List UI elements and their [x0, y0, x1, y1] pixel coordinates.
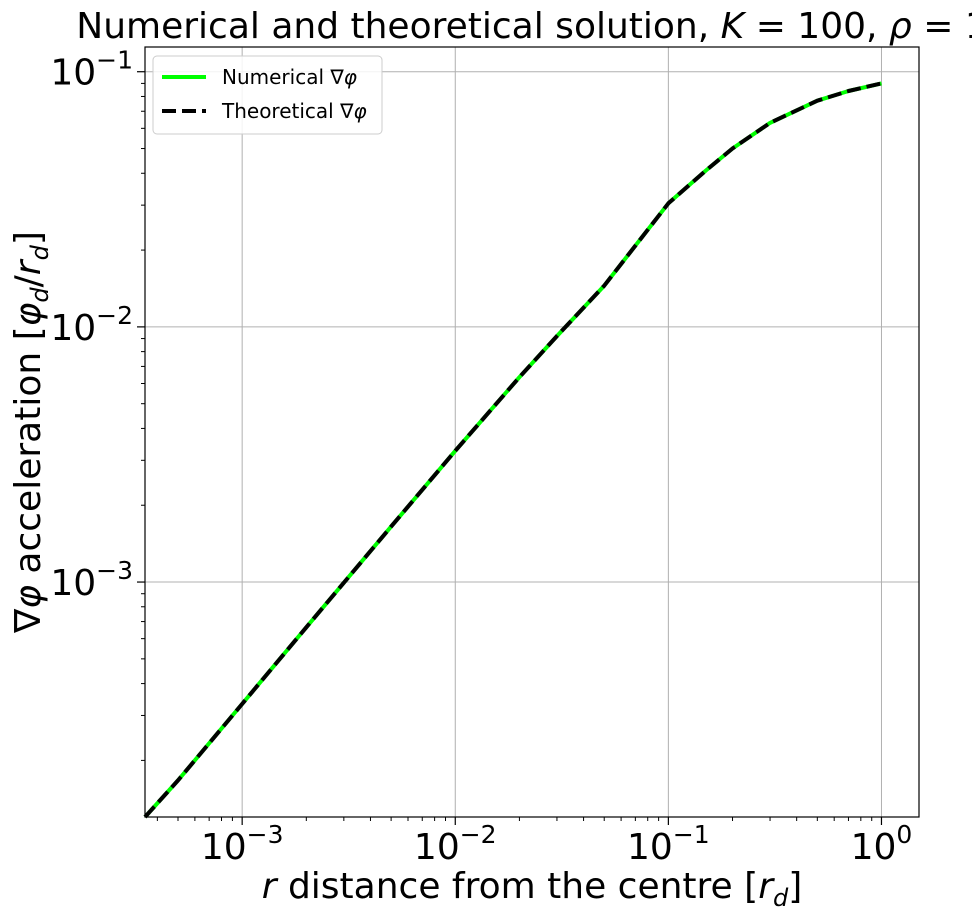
plot-frame — [144, 46, 920, 818]
y-tick-label: 10−1 — [50, 46, 133, 94]
y-tick-label: 10−3 — [50, 556, 133, 604]
legend-label-numerical: Numerical ∇φ — [222, 65, 357, 89]
x-tick-label: 100 — [851, 820, 913, 868]
grid — [145, 47, 919, 817]
x-tick-label: 10−2 — [414, 820, 497, 868]
series-line-numerical — [143, 81, 882, 819]
x-axis-label: r distance from the centre [rd] — [262, 866, 803, 912]
x-tick-label: 10−1 — [627, 820, 710, 868]
minor-ticks — [141, 82, 873, 821]
series-line-theoretical — [143, 81, 882, 819]
legend: Numerical ∇φ Theoretical ∇φ — [152, 55, 383, 135]
axis-ticks: 10−3 10−2 10−1 100 10−3 10−2 10−1 — [50, 46, 912, 868]
legend-label-theoretical: Theoretical ∇φ — [221, 99, 367, 123]
y-axis-label: ∇φ acceleration [φd/rd] — [8, 231, 54, 634]
series-layer — [143, 81, 882, 819]
x-tick-label: 10−3 — [201, 820, 284, 868]
chart-title: Numerical and theoretical solution, K = … — [76, 6, 972, 47]
legend-box — [152, 55, 383, 135]
y-tick-label: 10−2 — [50, 301, 133, 349]
